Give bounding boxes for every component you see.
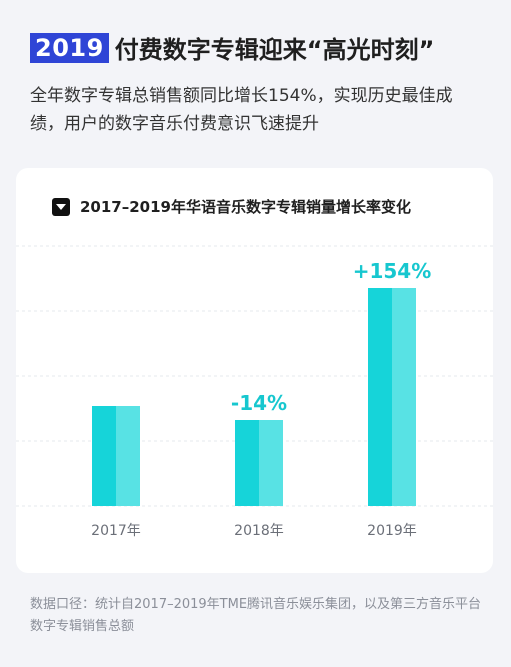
bar-highlight-2 bbox=[392, 288, 416, 506]
year-badge: 2019 bbox=[30, 32, 109, 63]
chart-header: 2017–2019年华语音乐数字专辑销量增长率变化 bbox=[52, 196, 411, 217]
headline-title: 付费数字专辑迎来“高光时刻” bbox=[114, 36, 435, 64]
x-tick-label-1: 2018年 bbox=[234, 523, 284, 539]
bar-highlight-0 bbox=[116, 406, 140, 506]
data-label-1: -14% bbox=[231, 391, 287, 415]
bar-2 bbox=[368, 288, 392, 506]
chart-card: 2017–2019年华语音乐数字专辑销量增长率变化 2017年 -14% 2018年… bbox=[16, 168, 493, 573]
dropdown-triangle-icon bbox=[52, 197, 70, 216]
x-tick-label-2: 2019年 bbox=[367, 523, 417, 539]
x-tick-label-0: 2017年 bbox=[91, 523, 141, 539]
bar-highlight-1 bbox=[259, 420, 283, 506]
data-label-2: +154% bbox=[353, 259, 432, 283]
bar-0 bbox=[92, 406, 116, 506]
bar-1 bbox=[235, 420, 259, 506]
headline: 2019 付费数字专辑迎来“高光时刻” bbox=[30, 30, 434, 65]
bar-chart: 2017年 -14% 2018年 +154% 2019年 bbox=[16, 245, 493, 539]
footnote: 数据口径：统计自2017–2019年TME腾讯音乐娱乐集团，以及第三方音乐平台数… bbox=[30, 597, 482, 634]
chart-title: 2017–2019年华语音乐数字专辑销量增长率变化 bbox=[80, 198, 411, 216]
subtitle: 全年数字专辑总销售额同比增长154%，实现历史最佳成绩，用户的数字音乐付费意识飞… bbox=[30, 86, 453, 134]
